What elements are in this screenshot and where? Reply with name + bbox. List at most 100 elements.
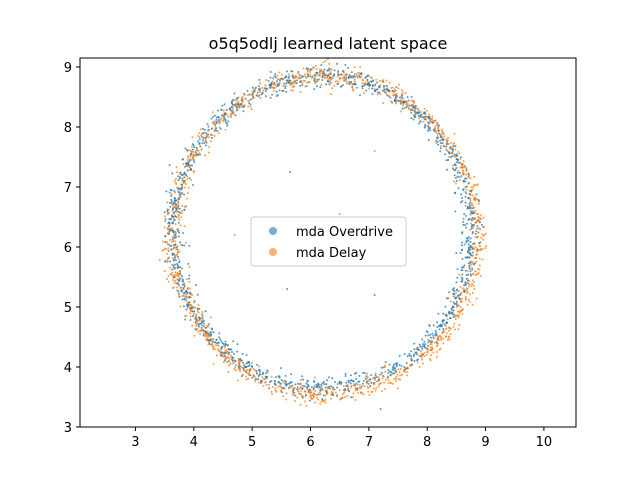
overdrive-point	[458, 171, 461, 174]
delay-point	[319, 393, 322, 396]
overdrive-point	[168, 201, 171, 204]
overdrive-point	[167, 232, 170, 235]
delay-point	[336, 75, 339, 78]
delay-point	[174, 181, 177, 184]
delay-point	[458, 324, 461, 327]
overdrive-point	[442, 312, 445, 315]
overdrive-point	[216, 129, 219, 132]
delay-point	[332, 392, 335, 395]
delay-point	[441, 136, 443, 139]
delay-point	[169, 266, 172, 269]
delay-point	[237, 359, 240, 362]
delay-point	[393, 94, 396, 97]
delay-point	[304, 73, 307, 76]
delay-point	[191, 324, 194, 327]
delay-point	[475, 253, 478, 256]
delay-point	[373, 87, 376, 90]
delay-point	[162, 248, 165, 251]
overdrive-point	[252, 95, 255, 98]
delay-point	[314, 393, 317, 396]
overdrive-point	[361, 87, 364, 90]
delay-point	[476, 267, 479, 270]
delay-point	[423, 351, 426, 354]
delay-point	[240, 97, 243, 100]
delay-point	[374, 372, 377, 375]
overdrive-point	[347, 66, 350, 69]
overdrive-point	[419, 115, 422, 118]
delay-point	[284, 85, 287, 88]
delay-point	[174, 276, 177, 279]
overdrive-point	[223, 359, 226, 362]
delay-point	[455, 302, 458, 305]
delay-point	[436, 344, 439, 347]
delay-point	[254, 380, 257, 383]
delay-point	[275, 390, 278, 393]
overdrive-point	[387, 371, 390, 374]
overdrive-point	[371, 87, 374, 90]
overdrive-point	[172, 244, 175, 247]
overdrive-point	[184, 299, 187, 302]
overdrive-point	[479, 241, 482, 244]
overdrive-point	[205, 132, 208, 135]
overdrive-point	[340, 381, 343, 384]
overdrive-point	[189, 164, 192, 167]
delay-point	[310, 397, 313, 400]
delay-point	[171, 278, 174, 281]
delay-point	[326, 76, 329, 79]
overdrive-point	[223, 116, 226, 119]
delay-point	[423, 355, 426, 358]
overdrive-point	[315, 71, 318, 74]
delay-point	[169, 239, 172, 242]
delay-point	[399, 378, 401, 381]
overdrive-point	[471, 224, 474, 227]
overdrive-point	[170, 198, 173, 201]
overdrive-point	[261, 373, 264, 376]
overdrive-point	[280, 379, 283, 382]
overdrive-point	[341, 396, 344, 399]
delay-point	[361, 78, 364, 81]
delay-point	[457, 289, 460, 292]
delay-point	[449, 300, 452, 303]
overdrive-point	[164, 235, 167, 238]
delay-point	[196, 322, 199, 325]
delay-point	[449, 327, 452, 330]
overdrive-point	[461, 273, 464, 276]
overdrive-point	[295, 79, 298, 82]
overdrive-point	[455, 153, 458, 156]
delay-point	[207, 333, 210, 336]
delay-point	[223, 353, 226, 356]
delay-point	[166, 278, 169, 281]
overdrive-point	[170, 268, 173, 271]
overdrive-point	[223, 355, 226, 358]
overdrive-point	[183, 193, 186, 196]
overdrive-point	[456, 154, 459, 157]
delay-point	[473, 206, 476, 209]
delay-point	[384, 378, 387, 381]
overdrive-point	[346, 385, 349, 388]
delay-point	[476, 235, 479, 238]
overdrive-point	[452, 301, 455, 304]
overdrive-point	[202, 329, 205, 332]
overdrive-point	[196, 319, 199, 322]
overdrive-point	[210, 117, 213, 120]
overdrive-point	[184, 174, 187, 177]
overdrive-point	[215, 121, 218, 124]
delay-point	[416, 361, 419, 364]
delay-point	[186, 197, 189, 200]
overdrive-point	[207, 133, 210, 136]
delay-point	[458, 314, 461, 317]
overdrive-point	[388, 363, 391, 366]
delay-point	[225, 361, 228, 364]
overdrive-point	[363, 372, 366, 375]
overdrive-point	[285, 75, 288, 78]
overdrive-point	[451, 150, 454, 153]
overdrive-point	[204, 310, 207, 313]
delay-point	[484, 247, 487, 250]
overdrive-point	[269, 70, 272, 73]
overdrive-point	[180, 267, 183, 270]
overdrive-point	[215, 338, 218, 341]
delay-point	[208, 146, 211, 149]
overdrive-point	[459, 156, 462, 159]
delay-point	[484, 232, 487, 235]
delay-point	[183, 205, 186, 208]
